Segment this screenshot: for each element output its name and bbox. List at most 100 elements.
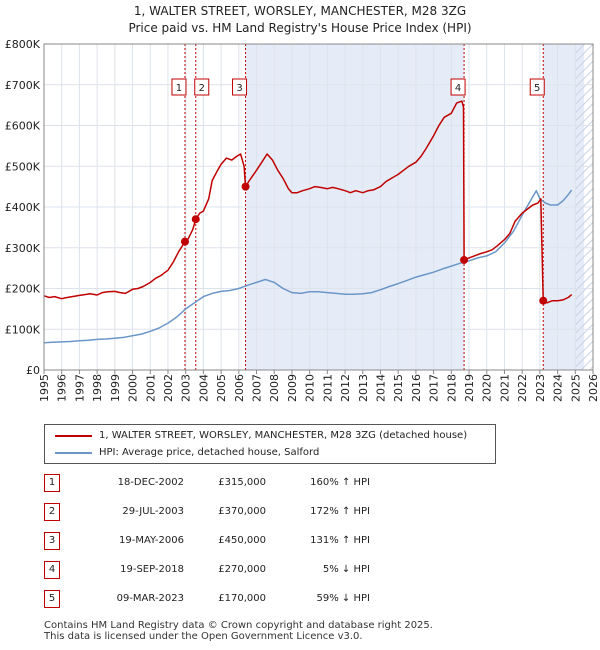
sale-hpi-change: 160% ↑ HPI xyxy=(310,477,370,488)
x-tick-label: 2012 xyxy=(339,374,352,402)
x-tick-label: 2026 xyxy=(587,374,600,402)
x-tick-label: 2025 xyxy=(569,374,582,402)
series xyxy=(43,100,573,344)
x-tick-label: 2009 xyxy=(286,374,299,402)
y-tick-label: £500K xyxy=(5,160,41,173)
chart-title-line1: 1, WALTER STREET, WORSLEY, MANCHESTER, M… xyxy=(133,4,467,18)
chart-subtitle: Price paid vs. HM Land Registry's House … xyxy=(128,21,472,35)
event-label-frame xyxy=(529,78,545,96)
x-tick-label: 1999 xyxy=(109,374,122,402)
x-tick-label: 2010 xyxy=(304,374,317,402)
event-labels: 1 2 3 4 5 xyxy=(171,78,545,96)
sale-number-badge: 1 xyxy=(44,474,60,492)
plot-frame xyxy=(43,43,594,371)
sale-row: 1 18-DEC-2002 £315,000 160% ↑ HPI xyxy=(40,474,480,492)
x-tick-label: 2016 xyxy=(410,374,423,402)
event-label-frame xyxy=(171,78,187,96)
sale-number-badge: 3 xyxy=(44,532,60,550)
sale-row: 3 19-MAY-2006 £450,000 131% ↑ HPI xyxy=(40,532,480,550)
y-tick-label: £700K xyxy=(5,79,41,92)
x-tick-label: 2011 xyxy=(321,374,334,402)
event-label-number: 2 xyxy=(199,83,205,94)
event-label-number: 4 xyxy=(455,83,461,94)
sale-number-badge: 5 xyxy=(44,590,60,608)
sale-date: 19-SEP-2018 xyxy=(120,564,184,575)
sale-hpi-change: 5% ↓ HPI xyxy=(322,564,370,575)
sale-price: £450,000 xyxy=(218,535,266,546)
x-tick-label: 2008 xyxy=(268,374,281,402)
x-tick-label: 1996 xyxy=(56,374,69,402)
y-tick-label: £800K xyxy=(5,38,41,51)
chart-title: 1, WALTER STREET, WORSLEY, MANCHESTER, M… xyxy=(0,3,600,37)
y-tick-label: £200K xyxy=(5,283,41,296)
event-label-frame xyxy=(450,78,466,96)
x-tick-label: 2024 xyxy=(552,374,565,402)
sale-price: £270,000 xyxy=(218,564,266,575)
event-label-box-3: 3 xyxy=(232,78,248,96)
y-tick-label: £600K xyxy=(5,120,41,133)
y-tick-label: £400K xyxy=(5,201,41,214)
x-tick-label: 2015 xyxy=(392,374,405,402)
sale-row: 4 19-SEP-2018 £270,000 5% ↓ HPI xyxy=(40,561,480,579)
x-tick-label: 2021 xyxy=(498,374,511,402)
x-tick-label: 2007 xyxy=(251,374,264,402)
x-tick-label: 2003 xyxy=(180,374,193,402)
event-label-box-5: 5 xyxy=(529,78,545,96)
hpi-line xyxy=(43,189,573,344)
sale-hpi-change: 172% ↑ HPI xyxy=(310,506,370,517)
x-tick-label: 1997 xyxy=(73,374,86,402)
sale-hpi-change: 59% ↓ HPI xyxy=(316,593,370,604)
x-tick-label: 1998 xyxy=(91,374,104,402)
x-tick-label: 2020 xyxy=(481,374,494,402)
event-markers xyxy=(180,182,548,305)
sale-date: 09-MAR-2023 xyxy=(116,593,184,604)
x-tick-label: 2018 xyxy=(445,374,458,402)
axes: £0 £100K £200K £300K £400K £500K £600K £700K £80… xyxy=(5,38,600,402)
footer-copyright: Contains HM Land Registry data © Crown c… xyxy=(44,620,433,631)
event-label-number: 3 xyxy=(236,83,242,94)
y-tick-label: £100K xyxy=(5,323,41,336)
sale-hpi-change: 131% ↑ HPI xyxy=(310,535,370,546)
sale-price: £315,000 xyxy=(218,477,266,488)
event-label-number: 1 xyxy=(176,83,182,94)
sale-marker-2 xyxy=(191,215,200,224)
sale-price: £370,000 xyxy=(218,506,266,517)
x-tick-label: 2017 xyxy=(428,374,441,402)
event-label-number: 5 xyxy=(534,83,540,94)
event-label-frame xyxy=(232,78,248,96)
x-tick-label: 2013 xyxy=(357,374,370,402)
sale-marker-5 xyxy=(539,296,548,305)
legend-swatch-hpi xyxy=(55,452,92,454)
sale-marker-4 xyxy=(460,255,469,264)
x-tick-label: 2006 xyxy=(233,374,246,402)
legend-label-property: 1, WALTER STREET, WORSLEY, MANCHESTER, M… xyxy=(99,430,468,441)
x-tick-label: 2022 xyxy=(516,374,529,402)
sale-date: 29-JUL-2003 xyxy=(122,506,184,517)
x-tick-label: 2019 xyxy=(463,374,476,402)
sale-row: 5 09-MAR-2023 £170,000 59% ↓ HPI xyxy=(40,590,480,608)
property-price-line xyxy=(43,100,573,304)
legend: 1, WALTER STREET, WORSLEY, MANCHESTER, M… xyxy=(44,424,496,464)
footer: Contains HM Land Registry data © Crown c… xyxy=(44,620,433,642)
chart-canvas: 1 2 3 4 5 £0 £100K £200K £300K £400K £500K £600K £7… xyxy=(5,38,600,402)
sale-number-badge: 2 xyxy=(44,503,60,521)
x-tick-label: 2005 xyxy=(215,374,228,402)
legend-label-hpi: HPI: Average price, detached house, Salf… xyxy=(99,447,320,458)
sale-date: 19-MAY-2006 xyxy=(118,535,184,546)
footer-licence: This data is licensed under the Open Gov… xyxy=(44,631,363,642)
event-label-frame xyxy=(194,78,210,96)
sale-row: 2 29-JUL-2003 £370,000 172% ↑ HPI xyxy=(40,503,480,521)
event-label-box-4: 4 xyxy=(450,78,466,96)
x-tick-label: 2023 xyxy=(534,374,547,402)
x-tick-label: 1995 xyxy=(38,374,51,402)
sale-marker-1 xyxy=(180,237,189,246)
x-tick-label: 2004 xyxy=(197,374,210,402)
event-label-box-2: 2 xyxy=(194,78,210,96)
x-tick-label: 2014 xyxy=(374,374,387,402)
sale-price: £170,000 xyxy=(218,593,266,604)
y-tick-label: £300K xyxy=(5,242,41,255)
x-tick-label: 2001 xyxy=(144,374,157,402)
sale-marker-3 xyxy=(241,182,250,191)
sale-number-badge: 4 xyxy=(44,561,60,579)
legend-swatch-property xyxy=(55,435,92,437)
